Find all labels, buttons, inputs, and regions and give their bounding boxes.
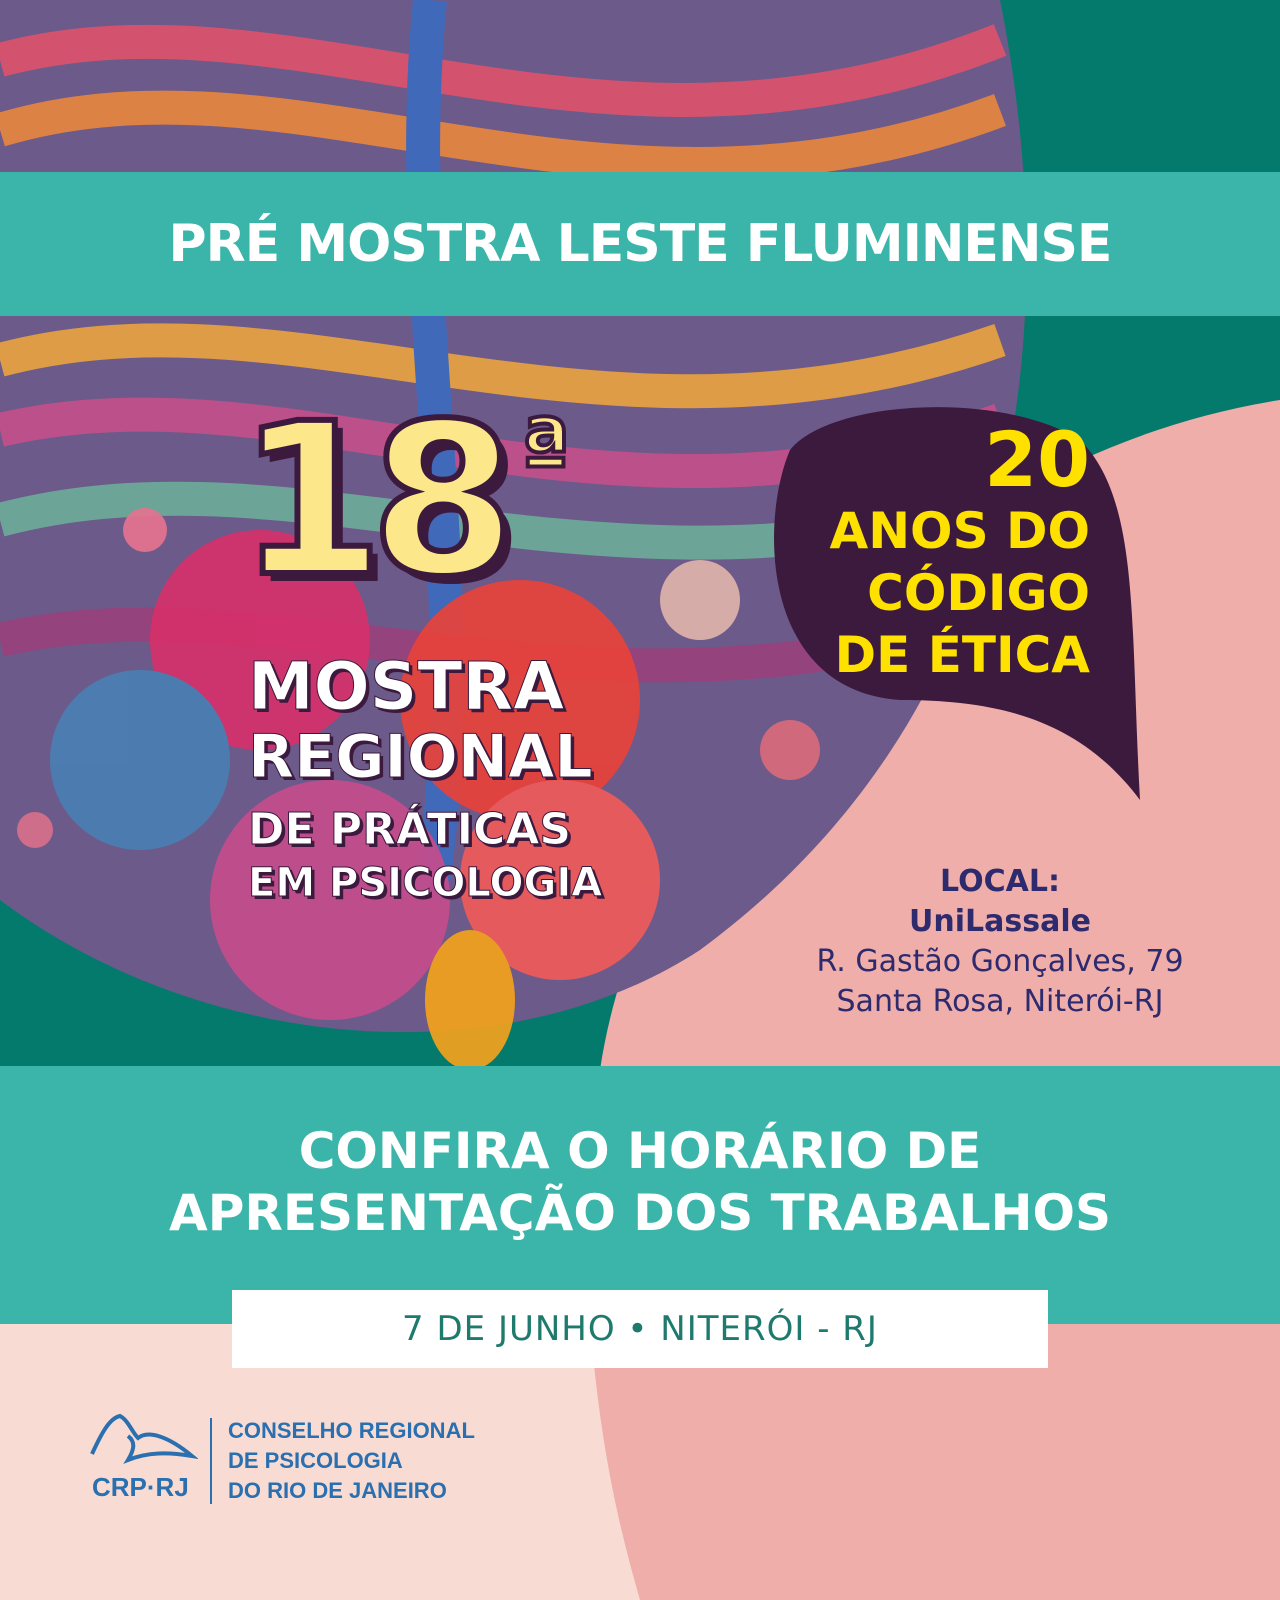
logo-line3: DO RIO DE JANEIRO — [228, 1478, 447, 1503]
anniversary-line3: DE ÉTICA — [834, 626, 1090, 684]
logo-divider — [210, 1418, 212, 1504]
crp-logo-icon — [90, 1413, 198, 1465]
location-city: Santa Rosa, Niterói-RJ — [836, 984, 1164, 1019]
anniversary-number: 20 — [984, 415, 1090, 504]
logo-text: CONSELHO REGIONAL DE PSICOLOGIA DO RIO D… — [228, 1416, 475, 1506]
location-info: LOCAL: UniLassale R. Gastão Gonçalves, 7… — [800, 862, 1200, 1022]
date-location-box: 7 DE JUNHO • NITERÓI - RJ — [232, 1290, 1048, 1368]
anniversary-bubble: 20 ANOS DO CÓDIGO DE ÉTICA — [800, 420, 1090, 686]
edition-ordinal: ª — [518, 398, 573, 507]
header-banner: PRÉ MOSTRA LESTE FLUMINENSE — [0, 172, 1280, 316]
anniversary-line2: CÓDIGO — [867, 564, 1090, 622]
event-title-line1: MOSTRA — [247, 648, 565, 726]
paint-splash — [17, 508, 820, 1070]
logo-acronym: CRP·RJ — [92, 1472, 189, 1502]
cta-banner: CONFIRA O HORÁRIO DE APRESENTAÇÃO DOS TR… — [0, 1066, 1280, 1324]
cta-line1: CONFIRA O HORÁRIO DE — [298, 1122, 982, 1180]
anniversary-line1: ANOS DO — [829, 502, 1090, 560]
speech-bubble — [774, 407, 1140, 800]
event-title-line4: EM PSICOLOGIA — [247, 860, 603, 907]
edition-number: 18 — [235, 375, 519, 626]
logo-line1: CONSELHO REGIONAL — [228, 1418, 475, 1443]
location-venue: UniLassale — [909, 904, 1091, 939]
location-label: LOCAL: — [940, 864, 1060, 899]
logo-line2: DE PSICOLOGIA — [228, 1448, 403, 1473]
event-title-line3: DE PRÁTICAS — [247, 804, 572, 856]
event-title-line2: REGIONAL — [248, 722, 594, 793]
cta-line2: APRESENTAÇÃO DOS TRABALHOS — [169, 1184, 1111, 1242]
location-street: R. Gastão Gonçalves, 79 — [816, 944, 1184, 979]
